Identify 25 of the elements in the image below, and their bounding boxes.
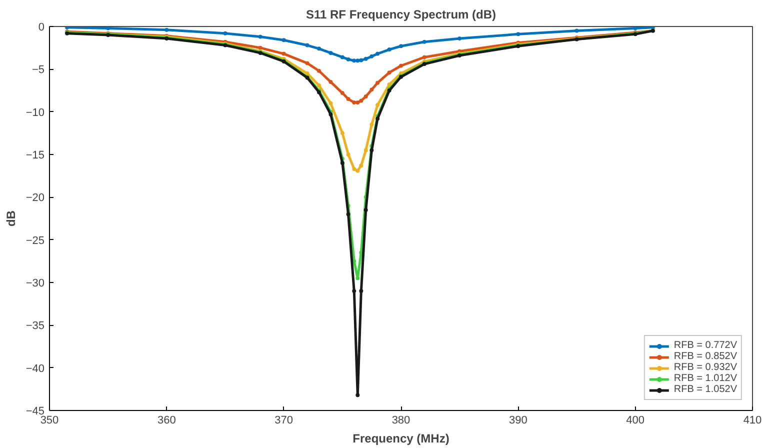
x-axis-title: Frequency (MHz) — [352, 432, 450, 446]
legend-label: RFB = 0.852V — [674, 351, 737, 362]
legend-label: RFB = 1.052V — [674, 384, 737, 395]
x-tick-label: 400 — [626, 414, 645, 426]
legend-label: RFB = 0.932V — [674, 362, 737, 373]
x-tick-label: 350 — [40, 414, 59, 426]
y-tick-label: −40 — [26, 362, 45, 375]
x-tick-label: 370 — [274, 414, 294, 426]
x-tick-label: 360 — [157, 414, 176, 426]
y-tick-label: −25 — [26, 234, 45, 247]
x-tick-label: 410 — [743, 414, 762, 426]
y-tick-label: −10 — [26, 106, 45, 119]
y-tick-label: −35 — [26, 320, 45, 332]
x-tick-label: 380 — [392, 414, 410, 426]
y-tick-label: −30 — [26, 278, 45, 290]
y-tick-label: −15 — [26, 150, 45, 162]
x-tick-label: 390 — [508, 414, 528, 426]
y-axis-title: dB — [4, 210, 18, 226]
legend-label: RFB = 1.012V — [674, 373, 737, 384]
y-tick-label: −20 — [26, 192, 45, 204]
y-tick-label: 0 — [38, 22, 45, 34]
y-tick-label: −45 — [26, 406, 45, 418]
y-tick-label: −5 — [32, 64, 45, 76]
legend-label: RFB = 0.772V — [674, 340, 737, 351]
chart-title: S11 RF Frequency Spectrum (dB) — [306, 8, 496, 22]
